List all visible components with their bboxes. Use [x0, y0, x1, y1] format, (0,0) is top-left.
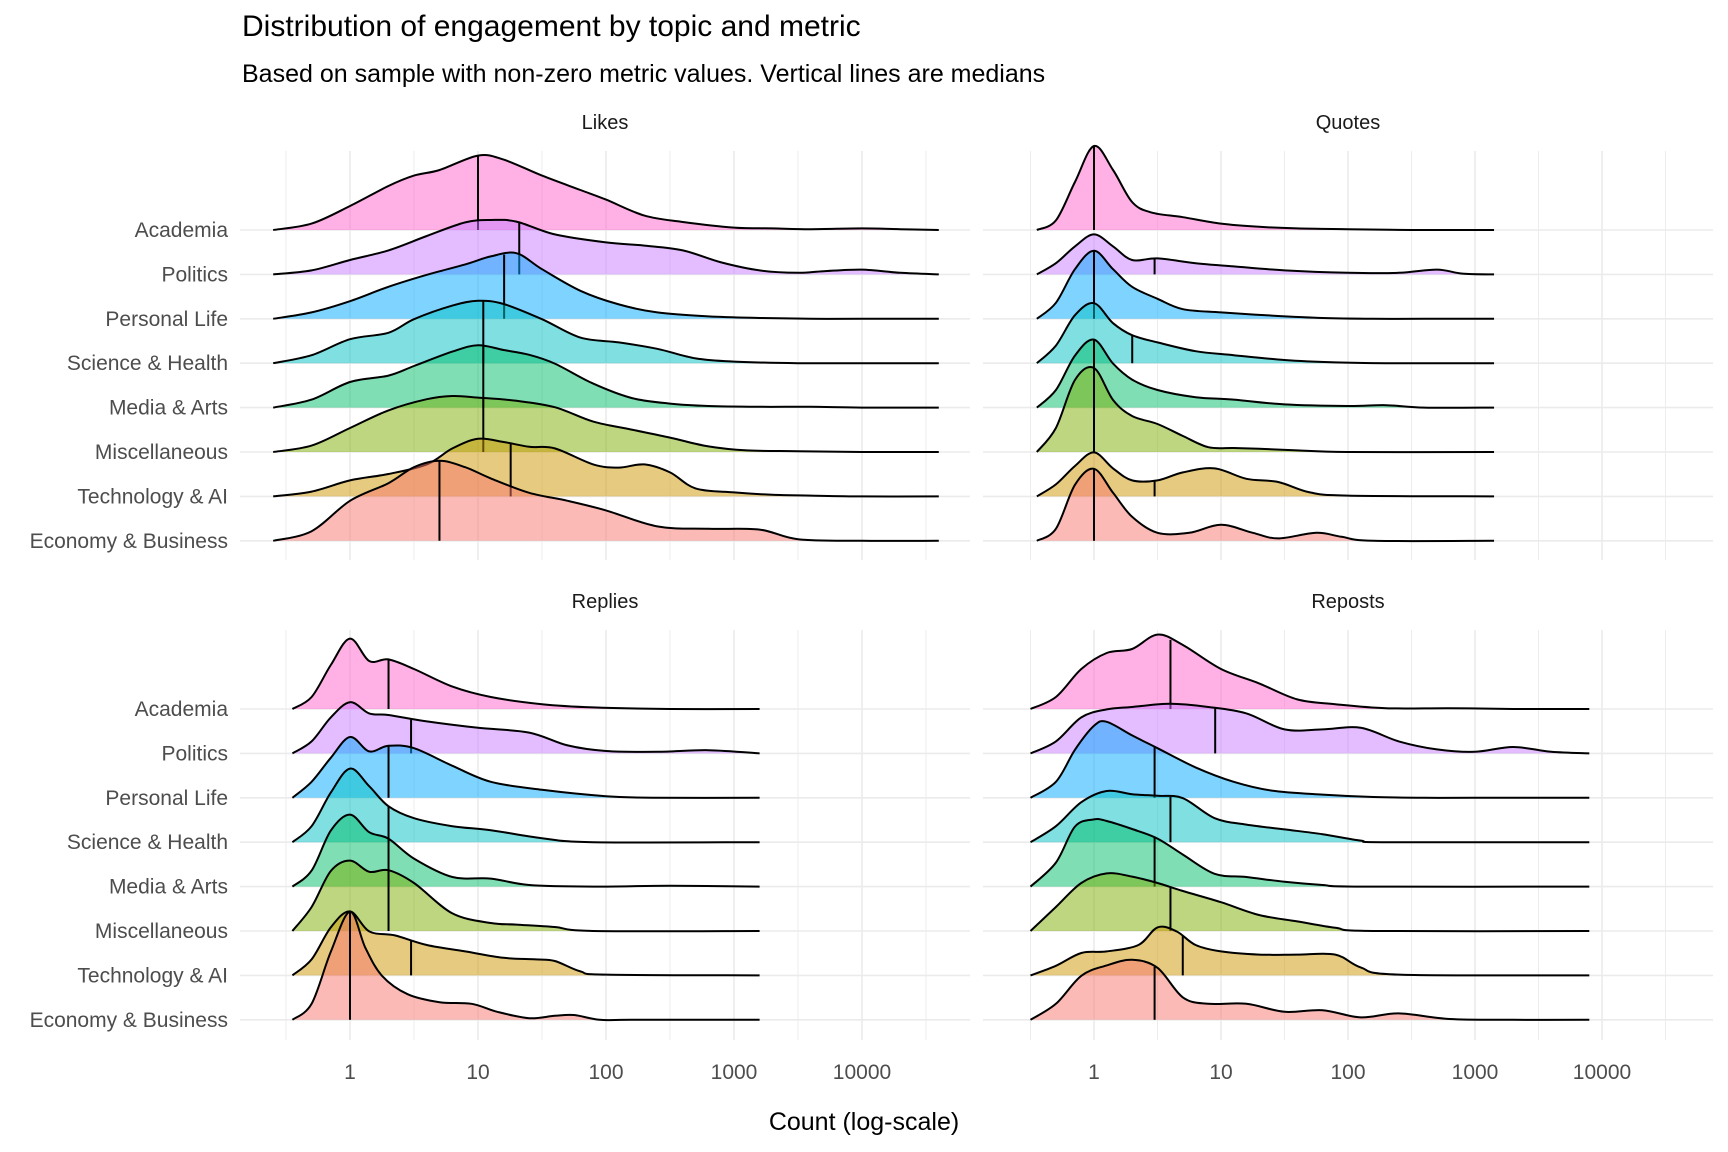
ridge-outline — [291, 637, 760, 711]
strip-label-quotes: Quotes — [1316, 112, 1380, 134]
ridge-outline — [291, 767, 760, 844]
x-tick-label: 10 — [1209, 1061, 1232, 1084]
ridge-outline — [1030, 702, 1590, 755]
ridge-outline — [273, 251, 939, 320]
panel-quotes: Quotes — [983, 112, 1713, 560]
y-tick-label: Personal Life — [105, 787, 228, 810]
ridge-fill-politics — [292, 702, 760, 754]
y-tick-label: Science & Health — [67, 352, 228, 375]
ridge-fill-academia — [273, 155, 939, 230]
y-tick-label: Miscellaneous — [95, 920, 228, 943]
ridge-fill-miscellaneous — [273, 395, 939, 453]
ridge-outline — [291, 813, 760, 888]
ridge-fill-economy-business — [1030, 959, 1590, 1020]
ridge-fill-personal-life — [292, 736, 760, 798]
x-tick-label: 10000 — [833, 1061, 891, 1084]
ridge-fill-science-health — [292, 768, 760, 843]
ridge-fill-politics — [1036, 234, 1495, 275]
ridge-fill-technology-ai — [1030, 926, 1590, 976]
ridge-outline — [291, 859, 760, 933]
ridge-outline — [1036, 366, 1495, 454]
y-tick-label: Economy & Business — [30, 1009, 228, 1032]
ridge-fill-media-arts — [273, 345, 939, 408]
ridge-fill-politics — [1030, 703, 1590, 754]
x-tick-label: 1 — [344, 1061, 356, 1084]
ridge-fill-science-health — [1036, 303, 1495, 364]
panel-reposts: Reposts 1 10 100 1000 10000 — [983, 591, 1713, 1084]
y-tick-label: Personal Life — [105, 308, 228, 331]
ridge-fill-technology-ai — [292, 911, 760, 976]
ridge-outline — [1036, 144, 1495, 232]
ridge-outline — [1036, 233, 1495, 276]
ridge-fill-personal-life — [273, 252, 939, 319]
ridge-outline — [1029, 872, 1590, 933]
ridge-fill-miscellaneous — [292, 860, 760, 932]
ridge-outline — [1030, 633, 1590, 711]
ridge-fill-politics — [273, 219, 939, 275]
ridge-fill-personal-life — [1036, 250, 1495, 319]
ridge-fill-technology-ai — [1036, 452, 1495, 497]
y-tick-label: Technology & AI — [77, 485, 228, 508]
ridge-fill-miscellaneous — [1036, 367, 1495, 453]
ridge-fill-academia — [292, 638, 760, 710]
chart-subtitle: Based on sample with non-zero metric val… — [242, 60, 1046, 88]
ridge-outline — [273, 218, 939, 276]
y-tick-label: Science & Health — [67, 831, 228, 854]
ridge-outline — [272, 459, 939, 542]
ridge-outline — [272, 299, 939, 365]
ridge-outline — [291, 910, 760, 1022]
strip-label-replies: Replies — [572, 591, 639, 613]
y-tick-label: Miscellaneous — [95, 441, 228, 464]
ridge-outline — [1036, 338, 1495, 409]
ridge-outline — [1029, 789, 1590, 844]
ridge-outline — [1029, 958, 1590, 1021]
y-tick-label: Politics — [161, 742, 228, 765]
x-tick-label: 100 — [1330, 1061, 1365, 1084]
x-tick-label: 10 — [466, 1061, 489, 1084]
panel-replies: Replies Academia Politics Personal Life Scie… — [30, 591, 970, 1084]
ridge-outline — [291, 910, 760, 977]
x-axis-label: Count (log-scale) — [768, 1108, 960, 1136]
ridge-outline — [1029, 818, 1590, 888]
panel-likes: Likes Academia Politics Personal Life Scienc… — [30, 112, 970, 560]
y-tick-label: Media & Arts — [109, 397, 228, 420]
x-tick-label: 100 — [588, 1061, 623, 1084]
ridge-fill-miscellaneous — [1030, 873, 1590, 932]
ridge-outline — [1029, 720, 1590, 799]
ridge-outline — [291, 701, 760, 755]
y-tick-label: Economy & Business — [30, 530, 228, 553]
y-tick-label: Academia — [135, 698, 229, 721]
y-tick-label: Politics — [161, 263, 228, 286]
strip-label-likes: Likes — [582, 112, 629, 134]
ridge-fill-economy-business — [292, 911, 760, 1021]
ridge-outline — [291, 736, 760, 799]
ridge-outline — [1036, 249, 1495, 320]
ridge-fill-academia — [1030, 634, 1590, 710]
x-tick-label: 10000 — [1573, 1061, 1631, 1084]
ridge-fill-media-arts — [1030, 819, 1590, 887]
ridge-fill-media-arts — [1036, 339, 1495, 408]
ridge-outline — [1030, 925, 1590, 977]
y-tick-label: Media & Arts — [109, 876, 228, 899]
ridge-outline — [273, 154, 939, 231]
ridge-outline — [1036, 467, 1495, 543]
ridge-outline — [1036, 451, 1495, 498]
ridge-fill-science-health — [273, 300, 939, 364]
x-tick-label: 1000 — [711, 1061, 758, 1084]
ridge-fill-personal-life — [1030, 721, 1590, 798]
chart-title: Distribution of engagement by topic and … — [242, 10, 861, 43]
y-tick-label: Technology & AI — [77, 964, 228, 987]
ridge-outline — [273, 394, 939, 454]
x-tick-label: 1 — [1088, 1061, 1100, 1084]
ridge-outline — [1036, 302, 1495, 365]
y-tick-label: Academia — [135, 219, 229, 242]
ridge-fill-academia — [1036, 145, 1495, 231]
ridge-fill-media-arts — [292, 814, 760, 887]
x-tick-label: 1000 — [1452, 1061, 1499, 1084]
ridge-outline — [273, 437, 939, 498]
ridge-outline — [272, 344, 939, 409]
strip-label-reposts: Reposts — [1311, 591, 1384, 613]
